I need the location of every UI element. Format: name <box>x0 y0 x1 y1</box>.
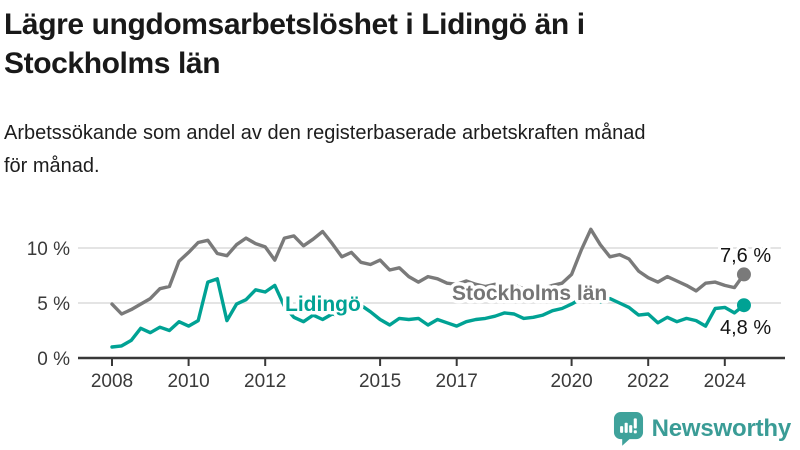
series-line-stockholms-lan <box>110 227 746 316</box>
title-line-2: Stockholms län <box>4 47 221 80</box>
y-axis-label: 5 % <box>37 294 70 315</box>
chart-subtitle: Arbetssökande som andel av den registerb… <box>4 117 796 183</box>
series-label-lidingo: Lidingö <box>285 293 361 316</box>
x-axis-label: 2022 <box>627 371 669 392</box>
series-end-dot-stockholms-lan <box>736 267 751 282</box>
speech-bubble-shape <box>613 412 643 446</box>
y-axis-label: 0 % <box>37 349 70 370</box>
series-end-dot-lidingo <box>736 298 751 313</box>
x-axis-label: 2008 <box>91 371 133 392</box>
x-axis-label: 2015 <box>359 371 401 392</box>
series-line-lidingo <box>110 277 746 349</box>
mini-bar-chart-glyph <box>619 418 637 434</box>
newsworthy-wordmark: Newsworthy <box>651 414 792 442</box>
x-axis-label: 2010 <box>167 371 209 392</box>
series-label-stockholms-lan: Stockholms län <box>452 282 607 305</box>
y-axis-label: 10 % <box>27 239 70 260</box>
unemployment-line-chart: 0 % 5 % 10 % 2008 2010 2012 2015 2017 2020 2022 20… <box>27 227 785 392</box>
x-axis-label: 2017 <box>436 371 478 392</box>
newsworthy-bubble-icon <box>613 412 643 446</box>
x-axis-label: 2024 <box>704 371 747 392</box>
x-axis-label: 2012 <box>244 371 286 392</box>
page-title: Lägre ungdomsarbetslöshet i Lidingö än i… <box>4 5 796 83</box>
end-value-label-stockholms-lan: 7,6 % <box>720 245 771 267</box>
newsworthy-logo: Newsworthy <box>613 411 791 446</box>
subtitle-line-1: Arbetssökande som andel av den registerb… <box>4 122 646 144</box>
title-line-1: Lägre ungdomsarbetslöshet i Lidingö än i <box>4 8 585 41</box>
x-axis-label: 2020 <box>550 371 592 392</box>
subtitle-line-2: för månad. <box>4 155 100 177</box>
end-value-label-lidingo: 4,8 % <box>720 317 771 339</box>
